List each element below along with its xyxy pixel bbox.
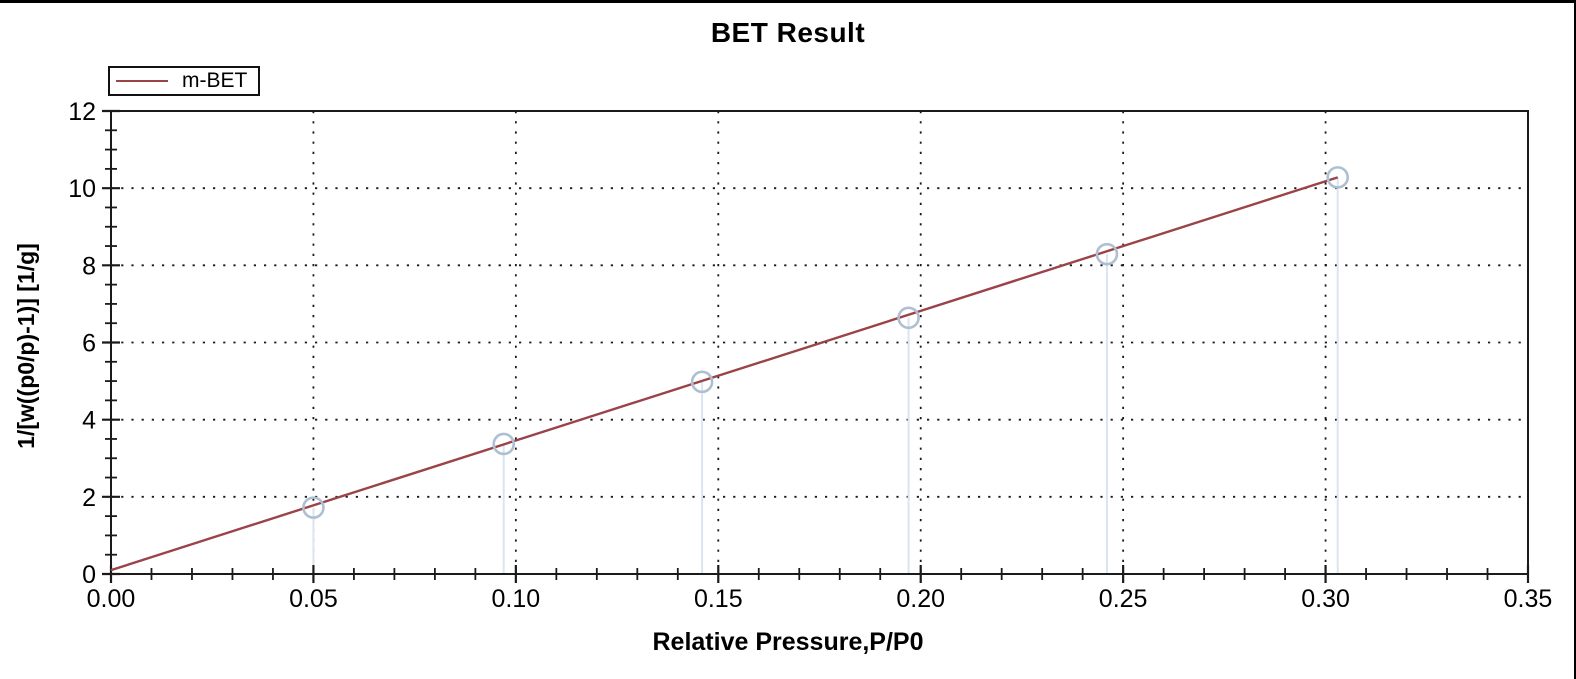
legend-box: m-BET [108,66,260,96]
y-tick-label: 2 [82,484,96,512]
legend-label: m-BET [182,69,248,92]
y-tick-label: 4 [82,407,96,435]
x-axis-title: Relative Pressure,P/P0 [652,628,924,656]
chart-title: BET Result [710,17,866,48]
data-point-marker [1095,242,1119,266]
data-point-marker [302,496,325,519]
data-point-marker [1326,166,1350,189]
y-tick-label: 8 [82,252,96,280]
plot-svg: 0.00 0.05 0.10 0.15 0.20 0.25 0.30 0.35 0 2 4 6 8 10 1… [68,98,1553,613]
x-tick-label: 0.05 [289,585,338,613]
legend-line-swatch [116,80,168,82]
x-tick-label: 0.10 [492,585,541,613]
y-tick-label: 0 [82,561,96,589]
fit-line [110,176,1339,572]
y-tick-label: 12 [68,98,96,126]
x-tick-label: 0.15 [694,585,743,613]
data-point-marker [492,432,516,456]
y-tick-label: 10 [68,175,96,203]
y-tick-label: 6 [82,330,96,358]
x-tick-label: 0.30 [1301,585,1350,613]
data-point-marker [897,306,920,330]
x-tick-label: 0.20 [896,585,945,613]
data-point-marker [690,370,714,394]
x-tick-label: 0.35 [1504,585,1553,613]
x-tick-label: 0.25 [1099,585,1148,613]
y-axis-title: 1/[w((p0/p)-1)] [1/g] [13,243,39,449]
x-tick-label: 0.00 [87,585,136,613]
